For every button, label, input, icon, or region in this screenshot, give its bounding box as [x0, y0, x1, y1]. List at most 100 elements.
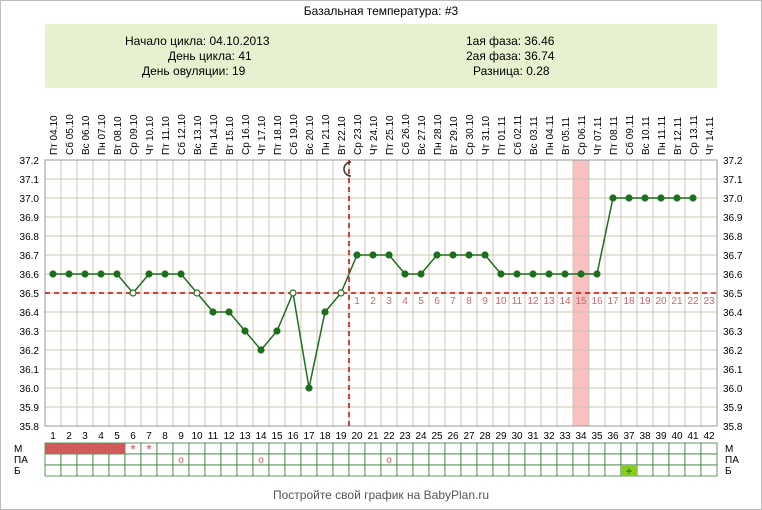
- menstruation-cell: [109, 443, 125, 454]
- phase1-temp: 1ая фаза: 36.46: [466, 34, 555, 48]
- date-label: Пт 25.10: [385, 115, 396, 155]
- date-label: Вт 08.10: [113, 116, 124, 155]
- marker-cell: [284, 464, 302, 477]
- date-label: Сб 26.10: [400, 114, 412, 155]
- day-number: 36: [607, 431, 619, 442]
- marker-cell: [668, 464, 686, 477]
- y-tick-left: 36.1: [20, 365, 40, 376]
- phase2-day-label: 9: [482, 296, 488, 307]
- marker-cell: [92, 464, 110, 477]
- phase2-day-label: 19: [639, 296, 651, 307]
- temperature-point: [321, 308, 329, 316]
- temperature-point: [689, 194, 697, 202]
- day-number: 10: [191, 431, 203, 442]
- marker-cell: [268, 442, 286, 455]
- temperature-point: [609, 194, 617, 202]
- day-number: 3: [82, 431, 88, 442]
- day-number: 31: [527, 431, 539, 442]
- temperature-point: [481, 251, 489, 259]
- temperature-point: [417, 270, 425, 278]
- marker-cell: [348, 453, 366, 466]
- y-tick-right: 36.7: [723, 251, 743, 262]
- date-label: Сб 02.11: [512, 115, 524, 155]
- marker-cell: [316, 464, 334, 477]
- marker-cell: [220, 464, 238, 477]
- marker-cell: [268, 453, 286, 466]
- marker-cell: [124, 464, 142, 477]
- row-label-right: Б: [725, 466, 732, 477]
- pa-mark: o: [178, 455, 184, 466]
- day-number: 2: [66, 431, 72, 442]
- marker-cell: [700, 442, 718, 455]
- temperature-point: [161, 270, 169, 278]
- cycle-day: День цикла: 41: [168, 49, 252, 63]
- phase2-day-label: 15: [575, 296, 587, 307]
- date-label: Пт 08.11: [609, 116, 620, 155]
- marker-cell: [268, 464, 286, 477]
- row-label-right: ПА: [725, 455, 739, 466]
- marker-cell: [300, 464, 318, 477]
- temperature-point: [305, 384, 313, 392]
- marker-cell: [572, 464, 590, 477]
- y-tick-left: 35.9: [20, 403, 40, 414]
- marker-cell: [364, 464, 382, 477]
- temperature-point: [81, 270, 89, 278]
- day-number: 5: [114, 431, 120, 442]
- temperature-point: [369, 251, 377, 259]
- cycle-start: Начало цикла: 04.10.2013: [125, 34, 270, 48]
- marker-cell: [396, 442, 414, 455]
- marker-cell: [284, 453, 302, 466]
- day-number: 20: [351, 431, 363, 442]
- marker-cell: [444, 453, 462, 466]
- b-marker: +: [625, 464, 632, 478]
- y-tick-right: 36.5: [723, 289, 743, 300]
- date-label: Вс 13.10: [193, 115, 204, 155]
- marker-cell: [300, 442, 318, 455]
- day-number: 16: [287, 431, 299, 442]
- marker-cell: [492, 442, 510, 455]
- b-marker-cell: [621, 465, 637, 476]
- marker-cell: [508, 453, 526, 466]
- temp-difference: Разница: 0.28: [473, 64, 550, 78]
- phase2-temp: 2ая фаза: 36.74: [466, 49, 555, 63]
- day-number: 11: [208, 431, 219, 442]
- marker-cell: [604, 453, 622, 466]
- phase2-day-label: 20: [655, 296, 667, 307]
- row-label-left: М: [14, 444, 22, 455]
- date-label: Вс 06.10: [81, 115, 92, 155]
- marker-cell: [332, 464, 350, 477]
- temperature-point: [209, 308, 217, 316]
- pa-mark: o: [386, 455, 392, 466]
- marker-cell: [620, 442, 638, 455]
- date-label: Пн 28.10: [433, 114, 444, 155]
- marker-cell: [556, 442, 574, 455]
- temperature-point: [625, 194, 633, 202]
- y-tick-right: 35.9: [723, 403, 743, 414]
- marker-cell: [396, 453, 414, 466]
- marker-cell: [572, 442, 590, 455]
- marker-cell: [508, 464, 526, 477]
- marker-cell: [428, 453, 446, 466]
- phase2-day-label: 1: [354, 296, 360, 307]
- temperature-point: [401, 270, 409, 278]
- temperature-point: [97, 270, 105, 278]
- date-label: Сб 05.10: [64, 114, 76, 155]
- temperature-point: [257, 346, 265, 354]
- date-label: Чт 17.10: [257, 116, 268, 155]
- temperature-point: [641, 194, 649, 202]
- day-number: 24: [415, 431, 427, 442]
- y-tick-left: 36.8: [20, 232, 40, 243]
- day-number: 25: [431, 431, 443, 442]
- marker-cell: [236, 442, 254, 455]
- marker-cell: [236, 464, 254, 477]
- date-label: Сб 12.10: [176, 114, 188, 155]
- pa-mark: o: [258, 455, 264, 466]
- phase2-day-label: 8: [466, 296, 472, 307]
- temperature-point: [497, 270, 505, 278]
- footer-link[interactable]: Постройте свой график на BabyPlan.ru: [272, 488, 490, 502]
- day-number: 19: [335, 431, 347, 442]
- day-number: 21: [367, 431, 379, 442]
- date-label: Вс 27.10: [417, 115, 428, 155]
- y-tick-left: 37.1: [20, 175, 40, 186]
